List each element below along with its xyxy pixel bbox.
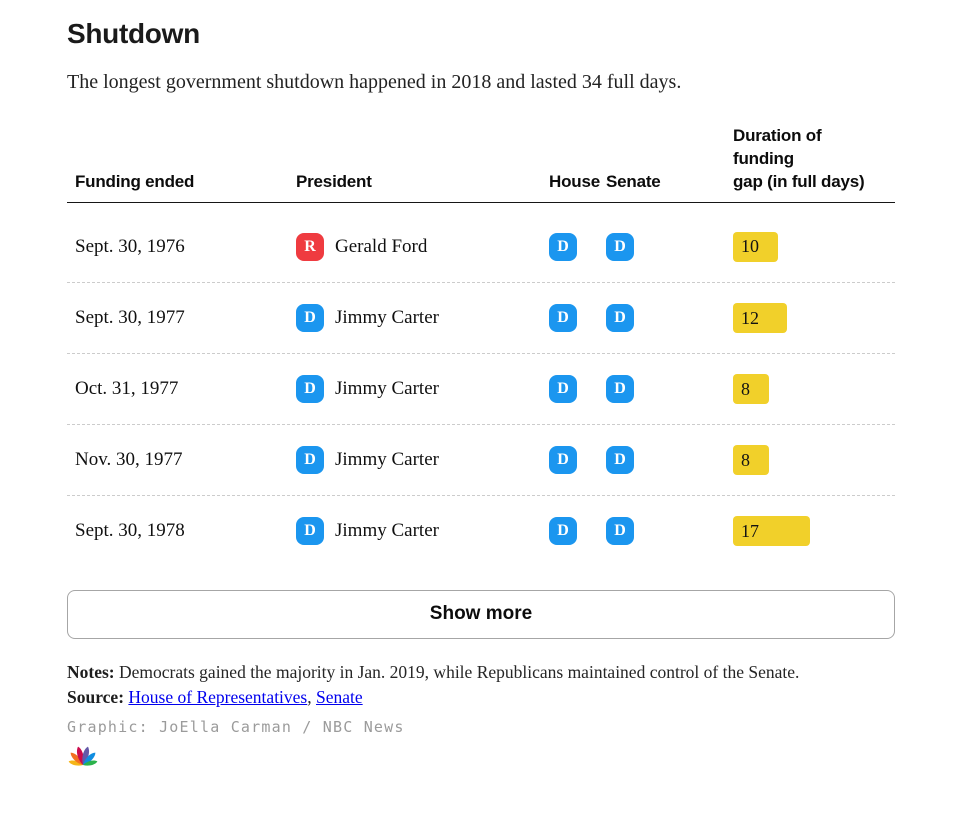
- house-cell: D: [549, 446, 606, 475]
- table-row: Oct. 31, 1977 D Jimmy Carter D D 8: [67, 353, 895, 424]
- president-party-badge: R: [296, 232, 324, 261]
- president-cell: D Jimmy Carter: [296, 517, 549, 546]
- senate-party-badge: D: [606, 446, 634, 475]
- senate-party-badge: D: [606, 517, 634, 546]
- nbc-peacock-icon: [68, 746, 98, 766]
- house-cell: D: [549, 517, 606, 546]
- president-cell: D Jimmy Carter: [296, 304, 549, 333]
- president-party-badge: D: [296, 446, 324, 475]
- duration-bar: 8: [733, 445, 769, 476]
- senate-cell: D: [606, 304, 733, 333]
- graphic-credit: Graphic: JoElla Carman / NBC News: [67, 718, 405, 737]
- president-name: Gerald Ford: [335, 235, 428, 257]
- duration-bar: 8: [733, 374, 769, 405]
- show-more-button[interactable]: Show more: [67, 590, 895, 640]
- president-cell: D Jimmy Carter: [296, 446, 549, 475]
- source-link-house[interactable]: House of Representatives: [128, 687, 308, 708]
- house-party-badge: D: [549, 232, 577, 261]
- senate-cell: D: [606, 517, 733, 546]
- notes-text: Notes: Democrats gained the majority in …: [67, 660, 867, 684]
- source-separator: ,: [307, 687, 316, 708]
- president-name: Jimmy Carter: [335, 449, 439, 471]
- house-party-badge: D: [549, 304, 577, 333]
- house-cell: D: [549, 304, 606, 333]
- source-label: Source:: [67, 687, 125, 708]
- table-header-row: Funding ended President House Senate Dur…: [67, 124, 895, 204]
- table-row: Nov. 30, 1977 D Jimmy Carter D D 8: [67, 424, 895, 495]
- senate-cell: D: [606, 446, 733, 475]
- column-header-senate: Senate: [606, 172, 661, 192]
- duration-cell: 8: [733, 374, 895, 405]
- table-body: Sept. 30, 1976 R Gerald Ford D D 10 Sept…: [67, 203, 895, 566]
- senate-party-badge: D: [606, 375, 634, 404]
- nbc-peacock-logo: [67, 741, 895, 771]
- president-party-badge: D: [296, 304, 324, 333]
- president-name: Jimmy Carter: [335, 307, 439, 329]
- house-party-badge: D: [549, 446, 577, 475]
- column-header-funding-ended: Funding ended: [75, 172, 195, 192]
- funding-ended-cell: Sept. 30, 1978: [75, 520, 185, 542]
- house-cell: D: [549, 232, 606, 261]
- senate-party-badge: D: [606, 232, 634, 261]
- column-header-duration: Duration of funding gap (in full days): [733, 126, 865, 192]
- column-header-president: President: [296, 172, 372, 192]
- funding-ended-cell: Sept. 30, 1977: [75, 307, 185, 329]
- senate-cell: D: [606, 232, 733, 261]
- house-party-badge: D: [549, 517, 577, 546]
- duration-cell: 10: [733, 231, 895, 262]
- house-cell: D: [549, 375, 606, 404]
- shutdown-table: Funding ended President House Senate Dur…: [67, 124, 895, 566]
- source-link-senate[interactable]: Senate: [316, 687, 363, 708]
- president-party-badge: D: [296, 517, 324, 546]
- duration-bar: 10: [733, 231, 778, 262]
- president-cell: R Gerald Ford: [296, 232, 549, 261]
- duration-bar: 17: [733, 516, 810, 547]
- president-name: Jimmy Carter: [335, 378, 439, 400]
- nbc-shutdown-graphic: Shutdown The longest government shutdown…: [67, 18, 895, 771]
- funding-ended-cell: Nov. 30, 1977: [75, 449, 183, 471]
- duration-cell: 8: [733, 445, 895, 476]
- column-header-house: House: [549, 172, 600, 192]
- duration-bar: 12: [733, 303, 787, 334]
- source-line: Source: House of Representatives, Senate: [67, 687, 895, 708]
- president-cell: D Jimmy Carter: [296, 375, 549, 404]
- senate-cell: D: [606, 375, 733, 404]
- page-title: Shutdown: [67, 18, 200, 49]
- page-subtitle: The longest government shutdown happened…: [67, 71, 682, 94]
- funding-ended-cell: Sept. 30, 1976: [75, 235, 185, 257]
- table-row: Sept. 30, 1978 D Jimmy Carter D D 17: [67, 495, 895, 566]
- duration-cell: 17: [733, 516, 895, 547]
- funding-ended-cell: Oct. 31, 1977: [75, 378, 179, 400]
- notes-label: Notes:: [67, 662, 115, 683]
- president-name: Jimmy Carter: [335, 520, 439, 542]
- senate-party-badge: D: [606, 304, 634, 333]
- table-row: Sept. 30, 1977 D Jimmy Carter D D 12: [67, 282, 895, 353]
- table-row: Sept. 30, 1976 R Gerald Ford D D 10: [67, 203, 895, 282]
- notes-body: Democrats gained the majority in Jan. 20…: [114, 662, 800, 683]
- house-party-badge: D: [549, 375, 577, 404]
- president-party-badge: D: [296, 375, 324, 404]
- duration-cell: 12: [733, 303, 895, 334]
